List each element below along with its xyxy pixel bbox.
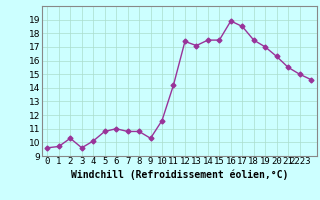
- X-axis label: Windchill (Refroidissement éolien,°C): Windchill (Refroidissement éolien,°C): [70, 169, 288, 180]
